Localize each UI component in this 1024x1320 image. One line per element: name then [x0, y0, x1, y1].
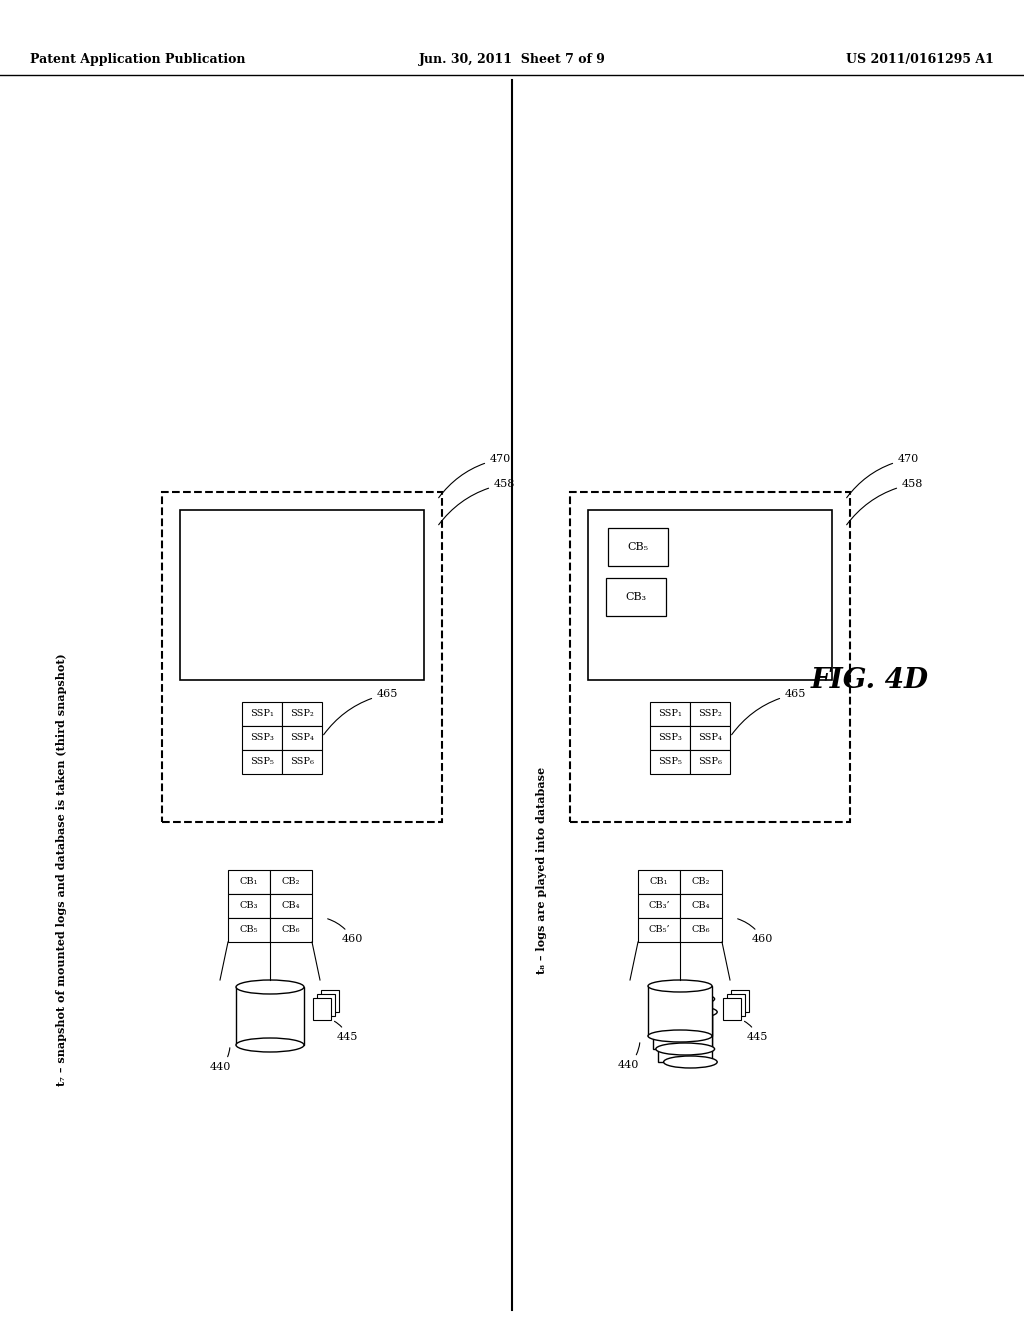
Text: SSP₅: SSP₅ [658, 758, 682, 767]
Text: SSP₄: SSP₄ [698, 734, 722, 742]
Text: 458: 458 [438, 479, 515, 525]
Text: SSP₃: SSP₃ [658, 734, 682, 742]
Text: SSP₄: SSP₄ [290, 734, 314, 742]
Bar [228, 870, 270, 894]
Bar [638, 894, 680, 917]
Text: CB₃: CB₃ [626, 591, 646, 602]
Ellipse shape [664, 1056, 717, 1068]
Text: SSP₃: SSP₃ [250, 734, 274, 742]
Text: CB₂: CB₂ [282, 878, 300, 887]
Text: SSP₆: SSP₆ [698, 758, 722, 767]
Bar [270, 870, 312, 894]
Bar [270, 894, 312, 917]
Bar [282, 702, 322, 726]
Text: CB₃: CB₃ [240, 902, 258, 911]
Text: 470: 470 [847, 454, 920, 498]
Bar [731, 990, 749, 1012]
Text: 445: 445 [744, 1022, 768, 1041]
Ellipse shape [655, 1043, 715, 1055]
Bar [723, 998, 741, 1020]
Bar [228, 894, 270, 917]
Bar [650, 702, 690, 726]
Text: SSP₅: SSP₅ [250, 758, 274, 767]
Bar [242, 750, 282, 774]
Bar [680, 870, 722, 894]
Bar [236, 987, 304, 1045]
Text: CB₅: CB₅ [628, 543, 648, 552]
Text: 460: 460 [328, 919, 364, 944]
Text: Jun. 30, 2011  Sheet 7 of 9: Jun. 30, 2011 Sheet 7 of 9 [419, 54, 605, 66]
Bar [606, 578, 666, 616]
Bar [690, 726, 730, 750]
Text: 460: 460 [737, 919, 773, 944]
Text: 440: 440 [210, 1048, 231, 1072]
Text: 445: 445 [335, 1022, 358, 1041]
Text: CB₄: CB₄ [282, 902, 300, 911]
Bar [282, 750, 322, 774]
Bar [608, 528, 668, 566]
Bar [680, 917, 722, 942]
Bar [638, 870, 680, 894]
Bar [270, 917, 312, 942]
Text: 458: 458 [847, 479, 924, 525]
Text: 440: 440 [618, 1043, 640, 1071]
Bar [638, 917, 680, 942]
Bar [650, 726, 690, 750]
Bar [282, 726, 322, 750]
Text: 465: 465 [731, 689, 806, 735]
Bar [570, 492, 850, 822]
Text: CB₆: CB₆ [691, 925, 711, 935]
Bar [650, 750, 690, 774]
Bar [313, 998, 331, 1020]
Bar [180, 510, 424, 680]
Text: 465: 465 [324, 689, 398, 735]
Bar [242, 702, 282, 726]
Text: SSP₆: SSP₆ [290, 758, 314, 767]
Bar [727, 994, 745, 1016]
Bar [690, 750, 730, 774]
Text: CB₂: CB₂ [692, 878, 711, 887]
Bar [653, 999, 712, 1049]
Text: CB₅: CB₅ [240, 925, 258, 935]
Text: US 2011/0161295 A1: US 2011/0161295 A1 [846, 54, 994, 66]
Text: SSP₂: SSP₂ [698, 710, 722, 718]
Text: CB₅’: CB₅’ [648, 925, 670, 935]
Ellipse shape [655, 993, 715, 1005]
Text: SSP₁: SSP₁ [250, 710, 274, 718]
Text: SSP₁: SSP₁ [658, 710, 682, 718]
Text: FIG. 4D: FIG. 4D [811, 667, 929, 693]
Text: CB₁: CB₁ [240, 878, 258, 887]
Text: t₈ – logs are played into database: t₈ – logs are played into database [536, 767, 547, 974]
Bar [588, 510, 831, 680]
Ellipse shape [236, 979, 304, 994]
Ellipse shape [648, 1030, 712, 1041]
Ellipse shape [648, 979, 712, 993]
Text: SSP₂: SSP₂ [290, 710, 314, 718]
Bar [658, 1012, 712, 1063]
Text: CB₆: CB₆ [282, 925, 300, 935]
Text: CB₃’: CB₃’ [648, 902, 670, 911]
Text: t₇ – snapshot of mounted logs and database is taken (third snapshot): t₇ – snapshot of mounted logs and databa… [56, 653, 68, 1086]
Bar [690, 702, 730, 726]
Text: CB₁: CB₁ [650, 878, 669, 887]
Text: Patent Application Publication: Patent Application Publication [30, 54, 246, 66]
Bar [648, 986, 712, 1036]
Ellipse shape [236, 1038, 304, 1052]
Bar [228, 917, 270, 942]
Ellipse shape [664, 1006, 717, 1018]
Bar [321, 990, 339, 1012]
Text: 470: 470 [438, 454, 511, 498]
Bar [317, 994, 335, 1016]
Bar [680, 894, 722, 917]
Bar [242, 726, 282, 750]
Text: CB₄: CB₄ [692, 902, 711, 911]
Bar [162, 492, 442, 822]
